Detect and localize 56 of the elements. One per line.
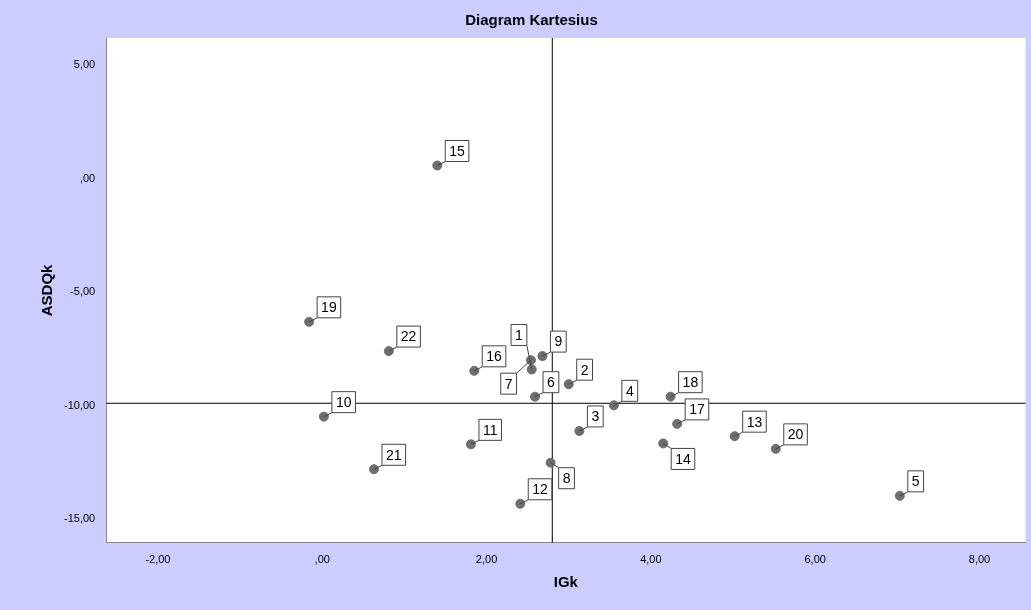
annotation: 7 <box>504 375 513 392</box>
y-axis-title: ASDQk <box>38 263 56 317</box>
x-tick-label: 2,00 <box>475 553 498 566</box>
point <box>383 346 394 357</box>
annotation: 16 <box>486 348 503 365</box>
annotation: 5 <box>911 473 920 490</box>
annotation: 17 <box>689 401 705 418</box>
point <box>304 316 315 327</box>
point <box>465 439 476 450</box>
annotation: 18 <box>682 374 699 391</box>
annotation: 10 <box>335 394 352 411</box>
point <box>894 490 905 501</box>
y-tick-label: -15,00 <box>63 512 96 525</box>
x-tick-label: 8,00 <box>968 553 991 566</box>
y-tick-label: -10,00 <box>63 398 96 411</box>
annotation: 14 <box>675 450 691 467</box>
point <box>563 379 574 390</box>
annotation: 3 <box>591 408 600 425</box>
point <box>432 160 443 171</box>
y-tick-label: 5,00 <box>73 58 96 71</box>
y-tick-label: -5,00 <box>70 285 96 298</box>
point <box>515 498 526 509</box>
annotation: 2 <box>580 361 589 378</box>
annotation: 21 <box>386 446 402 463</box>
x-tick-label: 6,00 <box>804 553 826 566</box>
annotation: 15 <box>449 142 466 159</box>
chart-title: Diagram Kartesius <box>465 11 598 29</box>
annotation: 8 <box>562 470 571 487</box>
point <box>608 400 619 411</box>
point <box>537 351 548 362</box>
x-axis-title: IGk <box>553 573 579 591</box>
point <box>672 418 683 429</box>
point <box>369 464 380 475</box>
x-tick-label: -2,00 <box>145 553 171 566</box>
point <box>318 411 329 422</box>
point <box>658 438 669 449</box>
annotation: 19 <box>321 299 337 316</box>
point <box>665 391 676 402</box>
annotation: 20 <box>787 426 804 443</box>
point <box>530 391 541 402</box>
annotation: 1 <box>515 326 524 343</box>
point <box>770 443 781 454</box>
x-tick-label: 4,00 <box>640 553 662 566</box>
point <box>469 365 480 376</box>
x-tick-label: ,00 <box>314 553 330 566</box>
annotation: 12 <box>532 481 549 498</box>
point <box>545 457 556 468</box>
annotation: 4 <box>625 382 634 399</box>
y-tick-label: ,00 <box>79 171 96 184</box>
annotation: 22 <box>400 328 417 345</box>
annotation: 13 <box>746 413 763 430</box>
point <box>729 431 740 442</box>
annotation: 9 <box>554 333 563 350</box>
annotation: 11 <box>482 421 498 438</box>
point <box>574 425 585 436</box>
annotation: 6 <box>547 374 556 391</box>
